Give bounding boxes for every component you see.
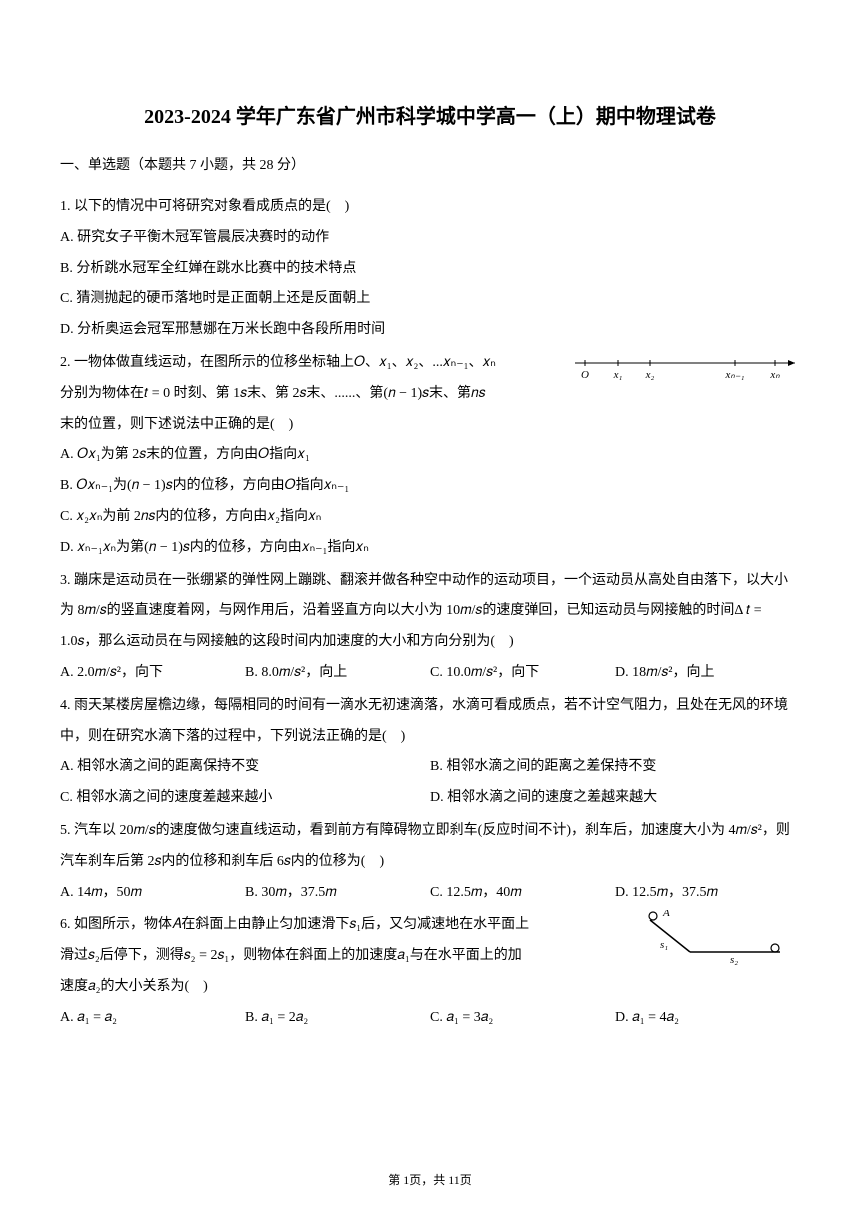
q2-option-d: D. 𝑥ₙ₋₁𝑥ₙ为第(𝑛 − 1)𝑠内的位移，方向由𝑥ₙ₋₁指向𝑥ₙ	[60, 533, 800, 564]
q4-option-c: C. 相邻水滴之间的速度差越来越小	[60, 783, 430, 814]
q5-option-a: A. 14𝑚，50𝑚	[60, 878, 245, 909]
q3-option-b: B. 8.0𝑚/𝑠²，向上	[245, 658, 430, 689]
q3-stem: 3. 蹦床是运动员在一张绷紧的弹性网上蹦跳、翻滚并做各种空中动作的运动项目，一个…	[60, 566, 800, 658]
page-footer: 第 1页，共 11页	[0, 1171, 860, 1188]
q2-stem-line1: 2. 一物体做直线运动，在图所示的位移坐标轴上𝑂、𝑥₁、𝑥₂、...𝑥ₙ₋₁、𝑥…	[60, 348, 560, 379]
question-3: 3. 蹦床是运动员在一张绷紧的弹性网上蹦跳、翻滚并做各种空中动作的运动项目，一个…	[60, 566, 800, 689]
q6-stem-line1: 6. 如图所示，物体𝐴在斜面上由静止匀加速滑下𝑠₁后，又匀减速地在水平面上	[60, 910, 600, 941]
q3-option-d: D. 18𝑚/𝑠²，向上	[615, 658, 800, 689]
q3-option-c: C. 10.0𝑚/𝑠²，向下	[430, 658, 615, 689]
q5-option-c: C. 12.5𝑚，40𝑚	[430, 878, 615, 909]
q4-option-d: D. 相邻水滴之间的速度之差越来越大	[430, 783, 800, 814]
q1-option-c: C. 猜测抛起的硬币落地时是正面朝上还是反面朝上	[60, 284, 800, 315]
q4-option-a: A. 相邻水滴之间的距离保持不变	[60, 752, 430, 783]
q6-option-c: C. 𝑎₁ = 3𝑎₂	[430, 1003, 615, 1034]
q6-option-b: B. 𝑎₁ = 2𝑎₂	[245, 1003, 430, 1034]
q2-stem-line3: 末的位置，则下述说法中正确的是( )	[60, 410, 800, 441]
svg-text:s₁: s₁	[660, 939, 668, 951]
question-5: 5. 汽车以 20𝑚/𝑠的速度做匀速直线运动，看到前方有障碍物立即刹车(反应时间…	[60, 816, 800, 908]
q2-option-a: A. 𝑂𝑥₁为第 2𝑠末的位置，方向由𝑂指向𝑥₁	[60, 440, 800, 471]
q5-stem: 5. 汽车以 20𝑚/𝑠的速度做匀速直线运动，看到前方有障碍物立即刹车(反应时间…	[60, 816, 800, 878]
svg-text:A: A	[662, 910, 670, 919]
q2-option-b: B. 𝑂𝑥ₙ₋₁为(𝑛 − 1)𝑠内的位移，方向由𝑂指向𝑥ₙ₋₁	[60, 471, 800, 502]
q6-option-a: A. 𝑎₁ = 𝑎₂	[60, 1003, 245, 1034]
q1-option-a: A. 研究女子平衡木冠军管晨辰决赛时的动作	[60, 223, 800, 254]
q3-option-a: A. 2.0𝑚/𝑠²，向下	[60, 658, 245, 689]
q1-option-b: B. 分析跳水冠军全红婵在跳水比赛中的技术特点	[60, 254, 800, 285]
incline-diagram: A s₁ s₂	[635, 910, 785, 965]
q1-stem: 1. 以下的情况中可将研究对象看成质点的是( )	[60, 192, 800, 223]
q2-option-c: C. 𝑥₂𝑥ₙ为前 2𝑛𝑠内的位移，方向由𝑥₂指向𝑥ₙ	[60, 502, 800, 533]
question-2: O x₁ x₂ xₙ₋₁ xₙ 2. 一物体做直线运动，在图所示的位移坐标轴上𝑂…	[60, 348, 800, 564]
q6-stem-line2: 滑过𝑠₂后停下，测得𝑠₂ = 2𝑠₁，则物体在斜面上的加速度𝑎₁与在水平面上的加	[60, 941, 600, 972]
exam-title: 2023-2024 学年广东省广州市科学城中学高一（上）期中物理试卷	[60, 100, 800, 129]
question-1: 1. 以下的情况中可将研究对象看成质点的是( ) A. 研究女子平衡木冠军管晨辰…	[60, 192, 800, 346]
svg-text:s₂: s₂	[730, 954, 738, 965]
q6-stem-line3: 速度𝑎₂的大小关系为( )	[60, 972, 800, 1003]
q5-option-d: D. 12.5𝑚，37.5𝑚	[615, 878, 800, 909]
question-6: A s₁ s₂ 6. 如图所示，物体𝐴在斜面上由静止匀加速滑下𝑠₁后，又匀减速地…	[60, 910, 800, 1033]
q4-option-b: B. 相邻水滴之间的距离之差保持不变	[430, 752, 800, 783]
q5-option-b: B. 30𝑚，37.5𝑚	[245, 878, 430, 909]
q4-stem: 4. 雨天某楼房屋檐边缘，每隔相同的时间有一滴水无初速滴落，水滴可看成质点，若不…	[60, 691, 800, 753]
section-header: 一、单选题（本题共 7 小题，共 28 分）	[60, 154, 800, 174]
q2-stem-line2: 分别为物体在𝑡 = 0 时刻、第 1𝑠末、第 2𝑠末、......、第(𝑛 − …	[60, 379, 800, 410]
q1-option-d: D. 分析奥运会冠军邢慧娜在万米长跑中各段所用时间	[60, 315, 800, 346]
question-4: 4. 雨天某楼房屋檐边缘，每隔相同的时间有一滴水无初速滴落，水滴可看成质点，若不…	[60, 691, 800, 814]
q6-option-d: D. 𝑎₁ = 4𝑎₂	[615, 1003, 800, 1034]
